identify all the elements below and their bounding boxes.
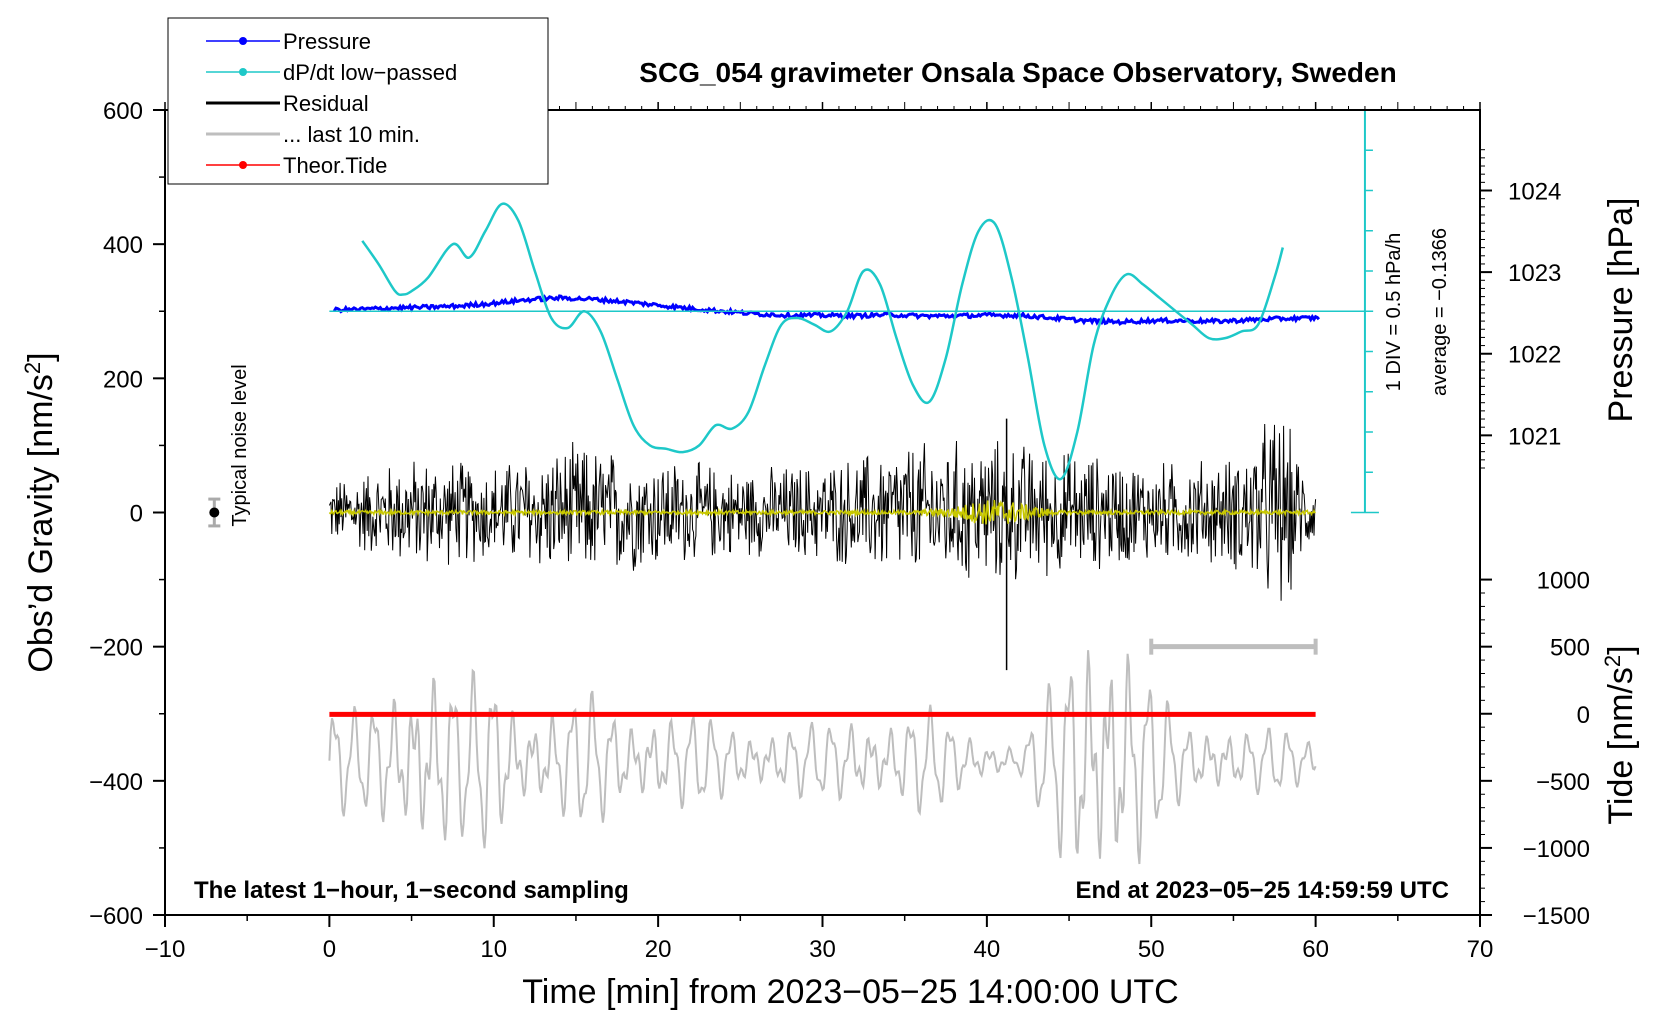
series-residual-filtered xyxy=(328,499,1316,525)
legend: Pressure dP/dt low−passed Residual ... last… xyxy=(167,17,549,185)
legend-label: dP/dt low−passed xyxy=(283,60,457,85)
tide-tick-label: 0 xyxy=(1577,702,1590,729)
y-tick-label: 600 xyxy=(103,98,143,125)
legend-label: Theor.Tide xyxy=(283,153,387,178)
x-tick-label: 70 xyxy=(1467,936,1494,963)
y-axis-label-left-close: ] xyxy=(22,352,60,361)
y-tick-label: −400 xyxy=(89,769,143,796)
legend-marker xyxy=(239,161,247,169)
y-tick-label: 200 xyxy=(103,366,143,393)
tide-tick-label: −1000 xyxy=(1523,836,1590,863)
dpdt-div-label: 1 DIV = 0.5 hPa/h xyxy=(1383,233,1405,391)
series-residual xyxy=(328,423,1317,601)
x-tick-label: 40 xyxy=(974,936,1001,963)
annotation-bottom-right: End at 2023−05−25 14:59:59 UTC xyxy=(1075,877,1449,904)
y-axis-label-tide-sup: 2 xyxy=(1600,655,1625,667)
y-axis-label-tide-main: Tide [nm/s xyxy=(1602,667,1640,824)
y-axis-label-left-main: Obs’d Gravity [nm/s xyxy=(22,374,60,673)
x-tick-label: 20 xyxy=(645,936,672,963)
pressure-tick-label: 1022 xyxy=(1508,342,1561,369)
y-axis-label-tide-close: ] xyxy=(1602,645,1640,654)
x-tick-label: −10 xyxy=(145,936,186,963)
legend-marker xyxy=(239,37,247,45)
tide-tick-label: 1000 xyxy=(1537,568,1590,595)
x-axis-label: Time [min] from 2023−05−25 14:00:00 UTC xyxy=(522,973,1178,1011)
noise-marker-dot xyxy=(209,507,220,518)
legend-label: Residual xyxy=(283,91,369,116)
chart-title: SCG_054 gravimeter Onsala Space Observat… xyxy=(639,57,1396,88)
series-dpdt xyxy=(361,202,1285,481)
legend-marker xyxy=(239,68,247,76)
labels: −10 0 10 20 30 40 50 60 70−600−400−2000200400600… xyxy=(20,57,1640,1011)
y-axis-label-tide: Tide [nm/s2] xyxy=(1600,645,1640,824)
y-tick-label: −600 xyxy=(89,903,143,930)
annotation-bottom-left: The latest 1−hour, 1−second sampling xyxy=(194,877,629,904)
pressure-tick-label: 1024 xyxy=(1508,179,1561,206)
tide-tick-label: −1500 xyxy=(1523,903,1590,930)
x-tick-label: 10 xyxy=(480,936,507,963)
x-tick-label: 60 xyxy=(1302,936,1329,963)
legend-label: Pressure xyxy=(283,29,371,54)
tide-tick-label: 500 xyxy=(1550,635,1590,662)
y-axis-label-left-sup: 2 xyxy=(20,362,45,374)
legend-box xyxy=(167,17,549,185)
y-axis-label-left: Obs’d Gravity [nm/s2] xyxy=(20,352,60,672)
pressure-tick-label: 1021 xyxy=(1508,423,1561,450)
x-tick-label: 50 xyxy=(1138,936,1165,963)
tide-tick-label: −500 xyxy=(1536,769,1590,796)
y-axis-label-pressure: Pressure [hPa] xyxy=(1602,198,1640,423)
dpdt-average-label: average = −0.1366 xyxy=(1429,228,1451,396)
noise-label: Typical noise level xyxy=(229,364,251,526)
x-tick-label: 0 xyxy=(323,936,336,963)
x-tick-label: 30 xyxy=(809,936,836,963)
y-tick-label: 400 xyxy=(103,232,143,259)
y-tick-label: 0 xyxy=(130,501,143,528)
series-pressure xyxy=(333,294,1321,326)
y-tick-label: −200 xyxy=(89,635,143,662)
legend-label: ... last 10 min. xyxy=(283,122,420,147)
axes xyxy=(153,102,1492,927)
clipped-series xyxy=(328,202,1321,865)
pressure-tick-label: 1023 xyxy=(1508,260,1561,287)
